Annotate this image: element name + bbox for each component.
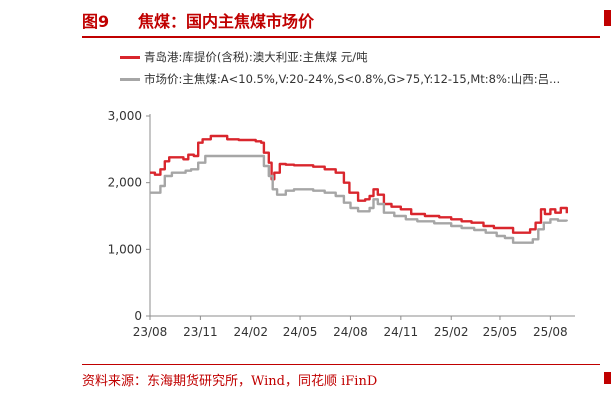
x-tick-label: 23/11 <box>183 325 218 339</box>
legend-swatch-red <box>120 56 140 59</box>
series-line-qingdao-australia <box>150 134 568 234</box>
figure-label: 图9 <box>82 12 110 31</box>
y-tick-label: 3,000 <box>108 109 142 123</box>
header-divider <box>82 36 600 38</box>
legend-label-gray: 市场价:主焦煤:A<10.5%,V:20-24%,S<0.8%,G>75,Y:1… <box>144 72 561 86</box>
figure-header: 图9 焦煤：国内主焦煤市场价 <box>82 6 611 38</box>
x-tick-label: 24/02 <box>233 325 268 339</box>
x-tick-label: 24/05 <box>283 325 318 339</box>
x-tick-label: 25/05 <box>483 325 518 339</box>
y-tick-label: 1,000 <box>108 242 142 256</box>
x-tick-label: 23/08 <box>133 325 168 339</box>
source-note: 资料来源：东海期货研究所，Wind，同花顺 iFinD <box>82 374 378 389</box>
legend-swatch-gray <box>120 78 140 81</box>
y-tick-label: 0 <box>134 309 142 323</box>
x-tick-label: 25/02 <box>434 325 469 339</box>
next-figure-edge-mark <box>604 10 611 26</box>
y-tick-label: 2,000 <box>108 176 142 190</box>
legend-item-gray: 市场价:主焦煤:A<10.5%,V:20-24%,S<0.8%,G>75,Y:1… <box>120 68 606 90</box>
x-tick-label: 25/08 <box>533 325 568 339</box>
chart-legend: 青岛港:库提价(含税):澳大利亚:主焦煤 元/吨 市场价:主焦煤:A<10.5%… <box>120 46 606 90</box>
next-figure-edge-mark-bottom <box>604 372 611 384</box>
x-tick-label: 24/11 <box>384 325 419 339</box>
legend-label-red: 青岛港:库提价(含税):澳大利亚:主焦煤 元/吨 <box>144 50 368 64</box>
figure-title: 焦煤：国内主焦煤市场价 <box>138 12 315 31</box>
legend-item-red: 青岛港:库提价(含税):澳大利亚:主焦煤 元/吨 <box>120 46 606 68</box>
x-tick-label: 24/08 <box>333 325 368 339</box>
series-line-shanxi-market <box>150 154 568 244</box>
source-divider <box>82 364 600 365</box>
